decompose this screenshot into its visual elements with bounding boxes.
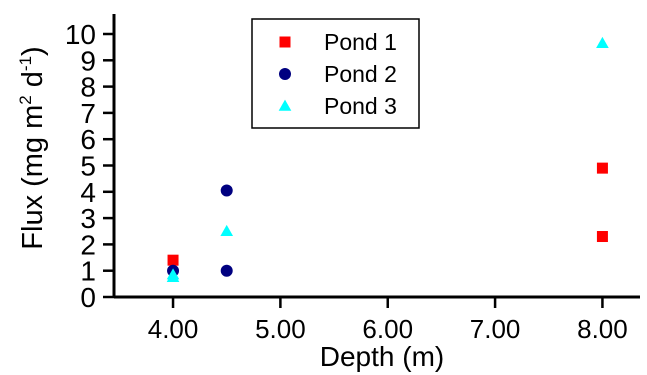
y-tick-label: 4 <box>80 177 96 208</box>
legend-marker-series-2 <box>279 68 291 80</box>
legend-label: Pond 3 <box>324 93 397 119</box>
y-axis-title: Flux (mg m2 d-1) <box>16 46 49 249</box>
x-tick-label: 7.00 <box>470 314 521 344</box>
x-axis-title: Depth (m) <box>320 341 444 372</box>
y-axis-title-sup-1: 2 <box>16 95 35 104</box>
legend-marker-series-1 <box>279 36 291 48</box>
x-tick-label: 6.00 <box>362 314 413 344</box>
data-point-series-1 <box>596 162 608 174</box>
x-tick-label: 8.00 <box>577 314 628 344</box>
data-point-series-3 <box>166 268 180 280</box>
y-axis-title-main: Flux (mg m <box>17 105 49 250</box>
data-points <box>166 36 609 283</box>
y-tick-label: 9 <box>80 45 96 76</box>
y-tick-label: 5 <box>80 151 96 182</box>
y-tick-label: 1 <box>80 256 96 287</box>
y-tick-label: 8 <box>80 72 96 103</box>
legend: Pond 1 Pond 2 Pond 3 <box>251 18 420 129</box>
legend-label: Pond 1 <box>324 29 397 55</box>
y-axis-title-sup-2: -1 <box>16 56 35 71</box>
data-point-series-3 <box>596 36 609 48</box>
y-tick-label: 3 <box>80 203 96 234</box>
data-point-series-1 <box>596 231 608 243</box>
y-axis-title-mid: d <box>17 71 49 95</box>
x-ticks: 4.00 5.00 6.00 7.00 8.00 <box>148 297 628 344</box>
data-point-series-2 <box>220 184 233 197</box>
y-tick-label: 10 <box>65 19 96 50</box>
data-point-series-3 <box>220 224 234 236</box>
legend-label: Pond 2 <box>324 61 397 87</box>
x-tick-label: 5.00 <box>255 314 306 344</box>
y-tick-label: 0 <box>80 282 96 313</box>
data-point-series-1 <box>167 254 179 266</box>
legend-marker-series-3 <box>278 99 292 111</box>
x-tick-label: 4.00 <box>148 314 199 344</box>
y-tick-label: 7 <box>80 98 96 129</box>
data-point-series-2 <box>220 264 233 277</box>
y-tick-label: 2 <box>80 229 96 260</box>
y-tick-label: 6 <box>80 124 96 155</box>
y-axis-title-end: ) <box>17 46 49 56</box>
